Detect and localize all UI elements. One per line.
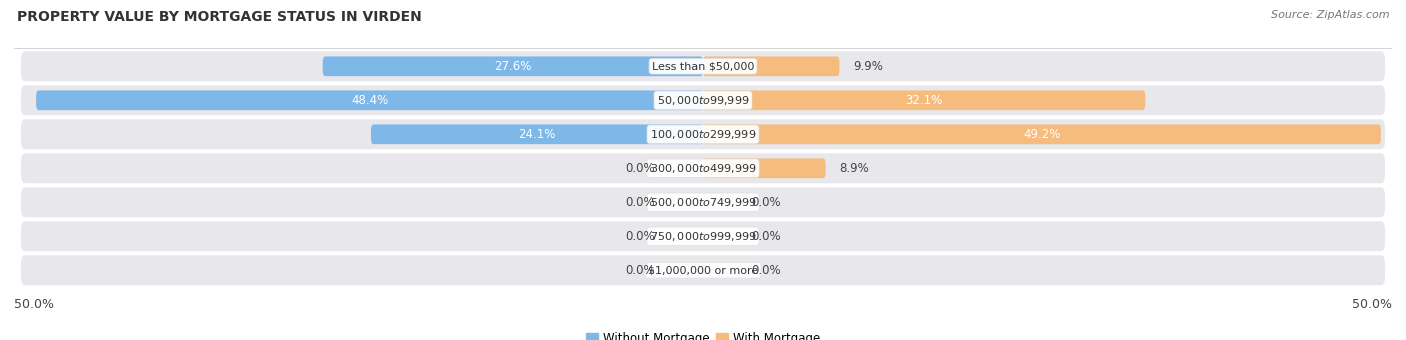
Text: 49.2%: 49.2% [1024, 128, 1060, 141]
Text: $100,000 to $299,999: $100,000 to $299,999 [650, 128, 756, 141]
FancyBboxPatch shape [21, 85, 1385, 115]
Text: PROPERTY VALUE BY MORTGAGE STATUS IN VIRDEN: PROPERTY VALUE BY MORTGAGE STATUS IN VIR… [17, 10, 422, 24]
Text: 32.1%: 32.1% [905, 94, 943, 107]
FancyBboxPatch shape [21, 187, 1385, 217]
FancyBboxPatch shape [37, 90, 703, 110]
Text: 0.0%: 0.0% [626, 196, 655, 209]
FancyBboxPatch shape [21, 119, 1385, 149]
FancyBboxPatch shape [21, 51, 1385, 81]
Text: Source: ZipAtlas.com: Source: ZipAtlas.com [1271, 10, 1389, 20]
Text: 50.0%: 50.0% [1353, 298, 1392, 311]
Text: 27.6%: 27.6% [494, 60, 531, 73]
FancyBboxPatch shape [703, 158, 825, 178]
Text: 48.4%: 48.4% [352, 94, 388, 107]
Text: $300,000 to $499,999: $300,000 to $499,999 [650, 162, 756, 175]
Text: 24.1%: 24.1% [519, 128, 555, 141]
FancyBboxPatch shape [323, 56, 703, 76]
Text: 0.0%: 0.0% [626, 230, 655, 243]
Text: 9.9%: 9.9% [853, 60, 883, 73]
Text: 0.0%: 0.0% [626, 162, 655, 175]
FancyBboxPatch shape [703, 90, 1146, 110]
FancyBboxPatch shape [371, 124, 703, 144]
Text: 0.0%: 0.0% [626, 264, 655, 277]
Legend: Without Mortgage, With Mortgage: Without Mortgage, With Mortgage [581, 328, 825, 340]
Text: 50.0%: 50.0% [14, 298, 53, 311]
Text: $1,000,000 or more: $1,000,000 or more [648, 265, 758, 275]
Text: 0.0%: 0.0% [751, 264, 780, 277]
Text: $500,000 to $749,999: $500,000 to $749,999 [650, 196, 756, 209]
Text: $750,000 to $999,999: $750,000 to $999,999 [650, 230, 756, 243]
FancyBboxPatch shape [703, 56, 839, 76]
Text: 8.9%: 8.9% [839, 162, 869, 175]
Text: 0.0%: 0.0% [751, 196, 780, 209]
FancyBboxPatch shape [21, 153, 1385, 183]
Text: Less than $50,000: Less than $50,000 [652, 61, 754, 71]
FancyBboxPatch shape [703, 124, 1381, 144]
FancyBboxPatch shape [21, 221, 1385, 251]
Text: $50,000 to $99,999: $50,000 to $99,999 [657, 94, 749, 107]
Text: 0.0%: 0.0% [751, 230, 780, 243]
FancyBboxPatch shape [21, 255, 1385, 285]
